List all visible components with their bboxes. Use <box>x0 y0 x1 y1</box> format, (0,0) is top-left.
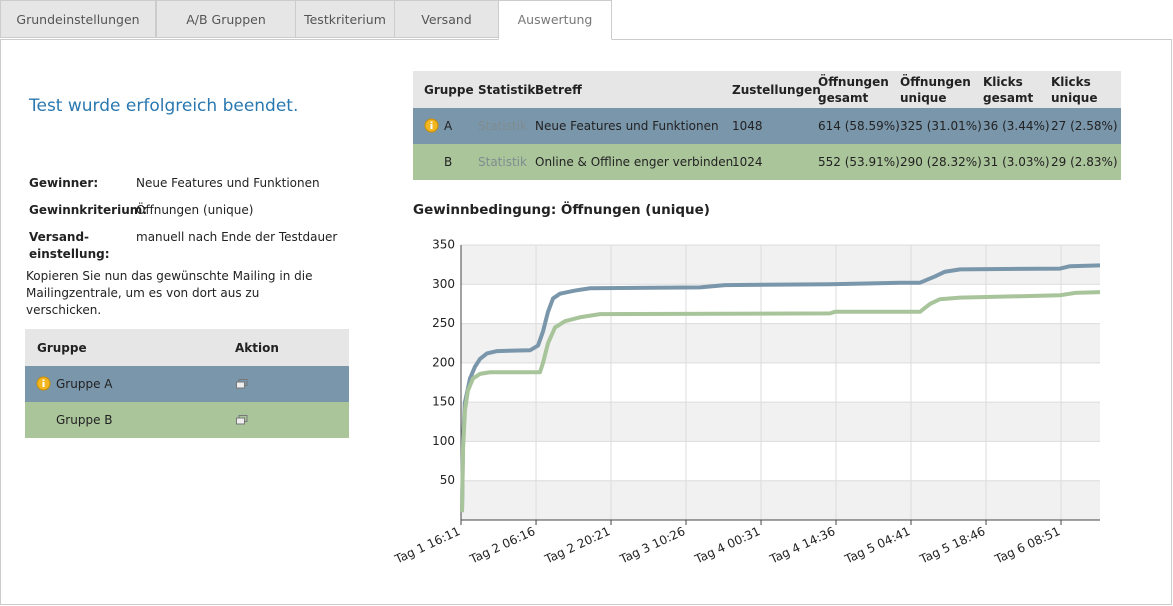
table-row: A StatistikNeue Features und Funktionen 10… <box>413 108 1121 144</box>
summary-value: manuell nach Ende der Testdauer <box>136 229 337 246</box>
x-tick-label: Tag 3 10:26 <box>617 524 687 567</box>
table-cell: 27 (2.58%) <box>1051 108 1118 144</box>
x-tick-label: Tag 2 20:21 <box>542 524 612 567</box>
stat-link: Statistik <box>478 144 527 180</box>
plot-band <box>461 245 1100 284</box>
table-cell: B <box>444 144 452 180</box>
chart-title: Gewinnbedingung: Öffnungen (unique) <box>413 202 710 218</box>
table-header: Gruppe Aktion <box>25 329 349 366</box>
table-cell: A <box>444 108 452 144</box>
column-header: Zustellungen <box>732 71 832 108</box>
copy-note: Kopieren Sie nun das gewünschte Mailing … <box>26 268 326 319</box>
chart: 50100150200250300350Tag 1 16:11Tag 2 06:… <box>400 226 1160 601</box>
summary-label: Gewinner: <box>29 175 129 192</box>
table-header: GruppeStatistikBetreffZustellungenÖffnun… <box>413 71 1121 108</box>
table-cell: 29 (2.83%) <box>1051 144 1118 180</box>
table-cell: 552 (53.91%) <box>818 144 900 180</box>
plot-band <box>461 402 1100 441</box>
x-tick-label: Tag 4 00:31 <box>692 524 762 567</box>
plot-band <box>461 324 1100 363</box>
summary-label: Versand-einstellung: <box>29 229 99 263</box>
x-tick-label: Tag 4 14:36 <box>767 524 837 567</box>
table-cell: 325 (31.01%) <box>900 108 982 144</box>
table-cell: 1048 <box>732 108 763 144</box>
table-cell: 614 (58.59%) <box>818 108 900 144</box>
y-tick-label: 350 <box>432 238 455 252</box>
stat-link: Statistik <box>478 108 527 144</box>
summary-value: Neue Features und Funktionen <box>136 175 320 192</box>
action-icon[interactable] <box>236 379 248 389</box>
table-row: Gruppe A <box>25 366 349 402</box>
x-tick-label: Tag 5 18:46 <box>917 524 987 567</box>
column-header: Klicks unique <box>1051 71 1113 108</box>
tab[interactable]: Testkriterium <box>295 0 395 38</box>
group-name: Gruppe B <box>56 402 113 438</box>
table-cell: 1024 <box>732 144 763 180</box>
y-tick-label: 50 <box>440 473 455 487</box>
x-tick-label: Tag 1 16:11 <box>392 524 462 567</box>
y-tick-label: 300 <box>432 277 455 291</box>
column-header: Aktion <box>235 329 279 366</box>
x-tick-label: Tag 5 04:41 <box>842 524 912 567</box>
y-tick-label: 150 <box>432 395 455 409</box>
tab[interactable]: A/B Gruppen <box>156 0 296 38</box>
table-cell: 31 (3.03%) <box>983 144 1050 180</box>
table-row: B StatistikOnline & Offline enger verbind… <box>413 144 1121 180</box>
table-cell: 36 (3.44%) <box>983 108 1050 144</box>
status-heading: Test wurde erfolgreich beendet. <box>29 96 298 116</box>
column-header: Klicks gesamt <box>983 71 1045 108</box>
table-cell: 290 (28.32%) <box>900 144 982 180</box>
column-header: Öffnungen gesamt <box>818 71 880 108</box>
x-tick-label: Tag 6 08:51 <box>992 524 1062 567</box>
x-tick-label: Tag 2 06:16 <box>467 524 537 567</box>
plot-band <box>461 481 1100 520</box>
summary-value: Öffnungen (unique) <box>136 202 253 219</box>
tab[interactable]: Versand <box>394 0 499 38</box>
column-header: Gruppe <box>37 329 87 366</box>
table-cell: Online & Offline enger verbinden <box>535 144 733 180</box>
action-icon[interactable] <box>236 415 248 425</box>
y-tick-label: 100 <box>432 434 455 448</box>
y-tick-label: 200 <box>432 355 455 369</box>
table-cell: Neue Features und Funktionen <box>535 108 719 144</box>
info-icon <box>424 118 439 133</box>
info-icon <box>36 376 51 391</box>
tab[interactable]: Auswertung <box>498 0 612 40</box>
column-header: Betreff <box>535 71 635 108</box>
column-header: Öffnungen unique <box>900 71 962 108</box>
tab[interactable]: Grundeinstellungen <box>0 0 156 38</box>
table-row: Gruppe B <box>25 402 349 438</box>
group-name: Gruppe A <box>56 366 112 402</box>
y-tick-label: 250 <box>432 316 455 330</box>
summary-label: Gewinnkriterium: <box>29 202 139 219</box>
